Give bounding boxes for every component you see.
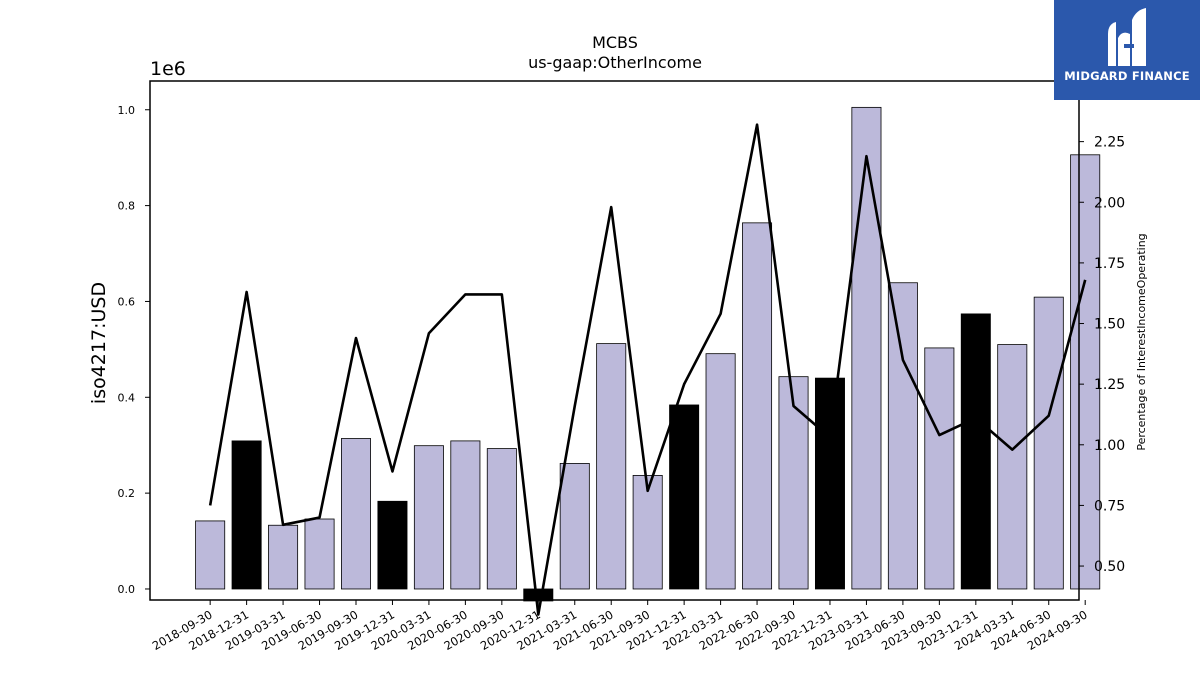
bar-2018-12-31 xyxy=(231,440,262,590)
x-axis: 2018-09-302018-12-312019-03-312019-06-30… xyxy=(150,600,1090,653)
y2-axis: 0.50 0.75 1.00 1.25 1.50 1.75 2.00 2.25 xyxy=(1079,135,1125,575)
brand-logo: MIDGARD FINANCE xyxy=(1054,0,1200,100)
bar-2021-09-30 xyxy=(632,474,663,590)
bar-2023-06-30 xyxy=(887,282,918,590)
y-axis-offset-label: 1e6 xyxy=(150,58,186,80)
y2-tick-label: 2.25 xyxy=(1094,135,1125,151)
y-tick-label: 0.2 xyxy=(118,487,136,500)
bar-2023-09-30 xyxy=(924,347,955,590)
chart-subtitle: us-gaap:OtherIncome xyxy=(528,53,702,72)
bar-2020-06-30 xyxy=(450,440,481,590)
y-axis: 0.0 0.2 0.4 0.6 0.8 1.0 xyxy=(118,104,150,596)
bar-2024-03-31 xyxy=(997,344,1028,590)
bar-2022-06-30 xyxy=(742,222,773,590)
plot-frame xyxy=(149,80,1080,601)
bar-2024-06-30 xyxy=(1033,296,1064,590)
bar-2020-09-30 xyxy=(486,448,517,590)
bar-2023-03-31 xyxy=(851,106,882,590)
y-tick-label: 0.6 xyxy=(118,295,136,308)
bar-2022-03-31 xyxy=(705,353,736,590)
bar-2019-03-31 xyxy=(268,524,299,590)
y-tick-label: 1.0 xyxy=(118,104,136,117)
y2-tick-label: 1.25 xyxy=(1094,377,1125,393)
y2-tick-label: 1.75 xyxy=(1094,256,1125,272)
bar-2024-09-30 xyxy=(1070,154,1101,590)
bar-2019-06-30 xyxy=(304,518,335,590)
bar-2020-12-31 xyxy=(523,588,554,602)
bar-2022-09-30 xyxy=(778,376,809,590)
bar-2019-09-30 xyxy=(341,438,371,590)
y2-tick-label: 0.75 xyxy=(1094,498,1125,514)
chart-title: MCBS xyxy=(592,33,638,52)
y-tick-label: 0.4 xyxy=(118,391,136,404)
bar-2023-12-31 xyxy=(960,313,991,590)
y-tick-label: 0.8 xyxy=(118,200,136,213)
y-tick-label: 0.0 xyxy=(118,583,136,596)
bar-2018-09-30 xyxy=(195,520,226,590)
y-axis-label: iso4217:USD xyxy=(88,282,110,404)
bar-2021-12-31 xyxy=(669,404,700,590)
bar-group xyxy=(195,106,1101,602)
brand-name: MIDGARD FINANCE xyxy=(1064,69,1190,83)
y2-tick-label: 2.00 xyxy=(1094,195,1125,211)
y2-axis-label: Percentage of InterestIncomeOperating xyxy=(1135,233,1148,450)
y2-tick-label: 1.50 xyxy=(1094,317,1125,333)
bar-2020-03-31 xyxy=(413,445,444,590)
ratio-line-group xyxy=(208,123,1087,616)
bar-2022-12-31 xyxy=(814,377,845,590)
bar-2021-03-31 xyxy=(559,463,590,590)
y2-tick-label: 0.50 xyxy=(1094,559,1125,575)
brand-logo-icon xyxy=(1108,8,1146,66)
bar-2021-06-30 xyxy=(596,343,627,590)
y2-tick-label: 1.00 xyxy=(1094,438,1125,454)
bar-2019-12-31 xyxy=(377,500,408,590)
